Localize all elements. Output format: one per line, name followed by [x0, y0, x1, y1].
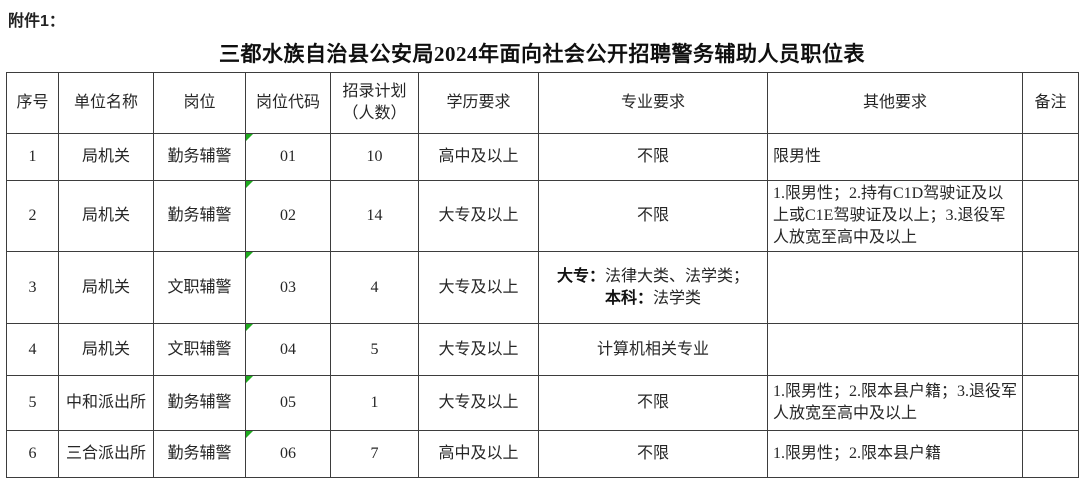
column-header-8: 备注: [1022, 72, 1079, 134]
cell-code: 05: [245, 375, 331, 431]
column-header-2: 岗位: [153, 72, 246, 134]
cell-note: [1022, 251, 1079, 324]
column-header-7: 其他要求: [767, 72, 1023, 134]
cell-note: [1022, 430, 1079, 478]
green-corner-marker-icon: [246, 134, 253, 141]
cell-other: 1.限男性；2.持有C1D驾驶证及以上或C1E驾驶证及以上；3.退役军人放宽至高…: [767, 180, 1023, 252]
column-header-5: 学历要求: [418, 72, 539, 134]
cell-major: 不限: [538, 180, 768, 252]
cell-seq: 5: [6, 375, 59, 431]
major-text: 法学类: [653, 289, 702, 307]
cell-post: 文职辅警: [153, 251, 246, 324]
cell-education: 高中及以上: [418, 430, 539, 478]
table-row: 5 中和派出所 勤务辅警 05 1 大专及以上 不限 1.限男性；2.限本县户籍；3.退役军人…: [6, 375, 1079, 431]
cell-plan: 4: [330, 251, 419, 324]
green-corner-marker-icon: [246, 181, 253, 188]
cell-seq: 1: [6, 133, 59, 181]
cell-post: 勤务辅警: [153, 375, 246, 431]
cell-plan: 5: [330, 323, 419, 376]
cell-education: 高中及以上: [418, 133, 539, 181]
cell-unit: 局机关: [58, 180, 154, 252]
cell-note: [1022, 133, 1079, 181]
table-header-row: 序号 单位名称 岗位 岗位代码 招录计划（人数） 学历要求 专业要求 其他要求 备注: [6, 72, 1079, 134]
major-level-label: 本科：: [604, 289, 653, 307]
cell-post: 勤务辅警: [153, 180, 246, 252]
cell-seq: 2: [6, 180, 59, 252]
cell-post: 勤务辅警: [153, 430, 246, 478]
table-body: 1 局机关 勤务辅警 01 10 高中及以上 不限 限男性 2 局机关 勤务辅警 02 14 大专及以上不…: [6, 133, 1079, 478]
cell-code: 04: [245, 323, 331, 376]
cell-note: [1022, 375, 1079, 431]
page-title: 三都水族自治县公安局2024年面向社会公开招聘警务辅助人员职位表: [219, 42, 865, 66]
cell-unit: 局机关: [58, 133, 154, 181]
cell-unit: 局机关: [58, 323, 154, 376]
cell-plan: 14: [330, 180, 419, 252]
cell-post: 勤务辅警: [153, 133, 246, 181]
cell-major: 大专：法律大类、法学类； 本科：法学类: [538, 251, 768, 324]
cell-post: 文职辅警: [153, 323, 246, 376]
cell-code: 06: [245, 430, 331, 478]
cell-unit: 三合派出所: [58, 430, 154, 478]
cell-seq: 6: [6, 430, 59, 478]
cell-major: 不限: [538, 133, 768, 181]
green-corner-marker-icon: [246, 431, 253, 438]
position-table: 序号 单位名称 岗位 岗位代码 招录计划（人数） 学历要求 专业要求 其他要求 备注 1 局机关勤…: [6, 72, 1079, 478]
table-row: 1 局机关 勤务辅警 01 10 高中及以上 不限 限男性: [6, 133, 1079, 181]
cell-other: 1.限男性；2.限本县户籍: [767, 430, 1023, 478]
cell-plan: 1: [330, 375, 419, 431]
cell-major: 计算机相关专业: [538, 323, 768, 376]
column-header-4: 招录计划（人数）: [330, 72, 419, 134]
cell-code: 02: [245, 180, 331, 252]
column-header-1: 单位名称: [58, 72, 154, 134]
cell-other: [767, 323, 1023, 376]
table-row: 3 局机关 文职辅警 03 4 大专及以上 大专：法律大类、法学类； 本科：法学类: [6, 251, 1079, 324]
cell-note: [1022, 180, 1079, 252]
cell-seq: 4: [6, 323, 59, 376]
cell-major: 不限: [538, 375, 768, 431]
column-header-0: 序号: [6, 72, 59, 134]
cell-code: 01: [245, 133, 331, 181]
cell-education: 大专及以上: [418, 180, 539, 252]
column-header-3: 岗位代码: [245, 72, 331, 134]
green-corner-marker-icon: [246, 324, 253, 331]
column-header-6: 专业要求: [538, 72, 768, 134]
table-row: 4 局机关 文职辅警 04 5 大专及以上 计算机相关专业: [6, 323, 1079, 376]
cell-plan: 7: [330, 430, 419, 478]
major-level-label: 大专：: [556, 267, 605, 285]
cell-education: 大专及以上: [418, 375, 539, 431]
cell-unit: 局机关: [58, 251, 154, 324]
cell-other: 1.限男性；2.限本县户籍；3.退役军人放宽至高中及以上: [767, 375, 1023, 431]
cell-major: 不限: [538, 430, 768, 478]
cell-plan: 10: [330, 133, 419, 181]
cell-education: 大专及以上: [418, 323, 539, 376]
cell-code: 03: [245, 251, 331, 324]
cell-education: 大专及以上: [418, 251, 539, 324]
attachment-label: 附件1：: [8, 13, 65, 30]
table-row: 6 三合派出所 勤务辅警 06 7 高中及以上 不限 1.限男性；2.限本县户籍: [6, 430, 1079, 478]
cell-unit: 中和派出所: [58, 375, 154, 431]
cell-seq: 3: [6, 251, 59, 324]
cell-other: [767, 251, 1023, 324]
green-corner-marker-icon: [246, 252, 253, 259]
cell-other: 限男性: [767, 133, 1023, 181]
table-row: 2 局机关 勤务辅警 02 14 大专及以上 不限 1.限男性；2.持有C1D驾驶证及以上或C…: [6, 180, 1079, 252]
cell-note: [1022, 323, 1079, 376]
green-corner-marker-icon: [246, 376, 253, 383]
major-text: 法律大类、法学类；: [605, 267, 750, 285]
